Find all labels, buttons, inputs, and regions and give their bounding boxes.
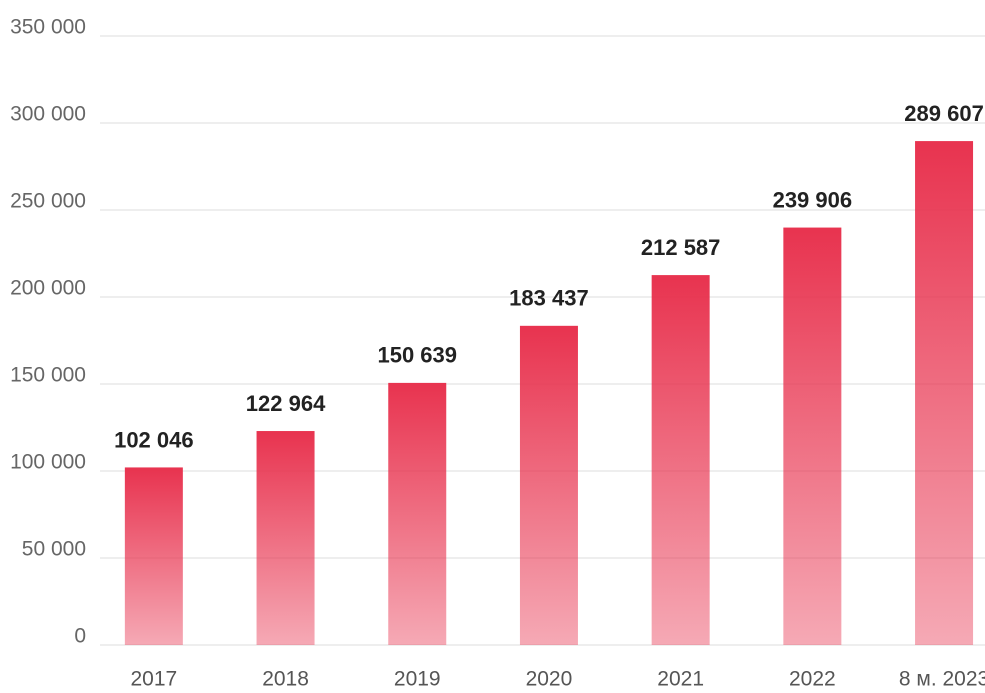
y-tick-label: 200 000 [10,277,86,300]
y-tick-label: 50 000 [22,538,86,561]
bar [124,467,183,645]
value-label: 183 437 [509,286,589,311]
y-tick-label: 300 000 [10,103,86,126]
bar [519,325,578,645]
value-label: 239 906 [773,187,853,212]
value-label: 289 607 [904,101,984,126]
bar [388,382,447,645]
value-label: 122 964 [246,391,326,416]
y-tick-label: 150 000 [10,364,86,387]
y-tick-label: 0 [74,625,86,648]
bar [783,227,842,646]
value-label: 150 639 [377,343,457,368]
x-tick-label: 8 м. 2023 [899,668,985,691]
x-tick-label: 2018 [262,668,309,691]
bar [256,431,315,645]
x-tick-label: 2019 [394,668,441,691]
x-tick-label: 2022 [789,668,836,691]
y-tick-label: 350 000 [10,16,86,39]
value-label: 102 046 [114,427,194,452]
value-label: 212 587 [641,235,721,260]
bar [915,141,974,646]
x-tick-label: 2020 [526,668,573,691]
y-tick-label: 250 000 [10,190,86,213]
y-tick-label: 100 000 [10,451,86,474]
x-tick-label: 2017 [130,668,177,691]
bar [651,275,710,645]
x-tick-label: 2021 [657,668,704,691]
